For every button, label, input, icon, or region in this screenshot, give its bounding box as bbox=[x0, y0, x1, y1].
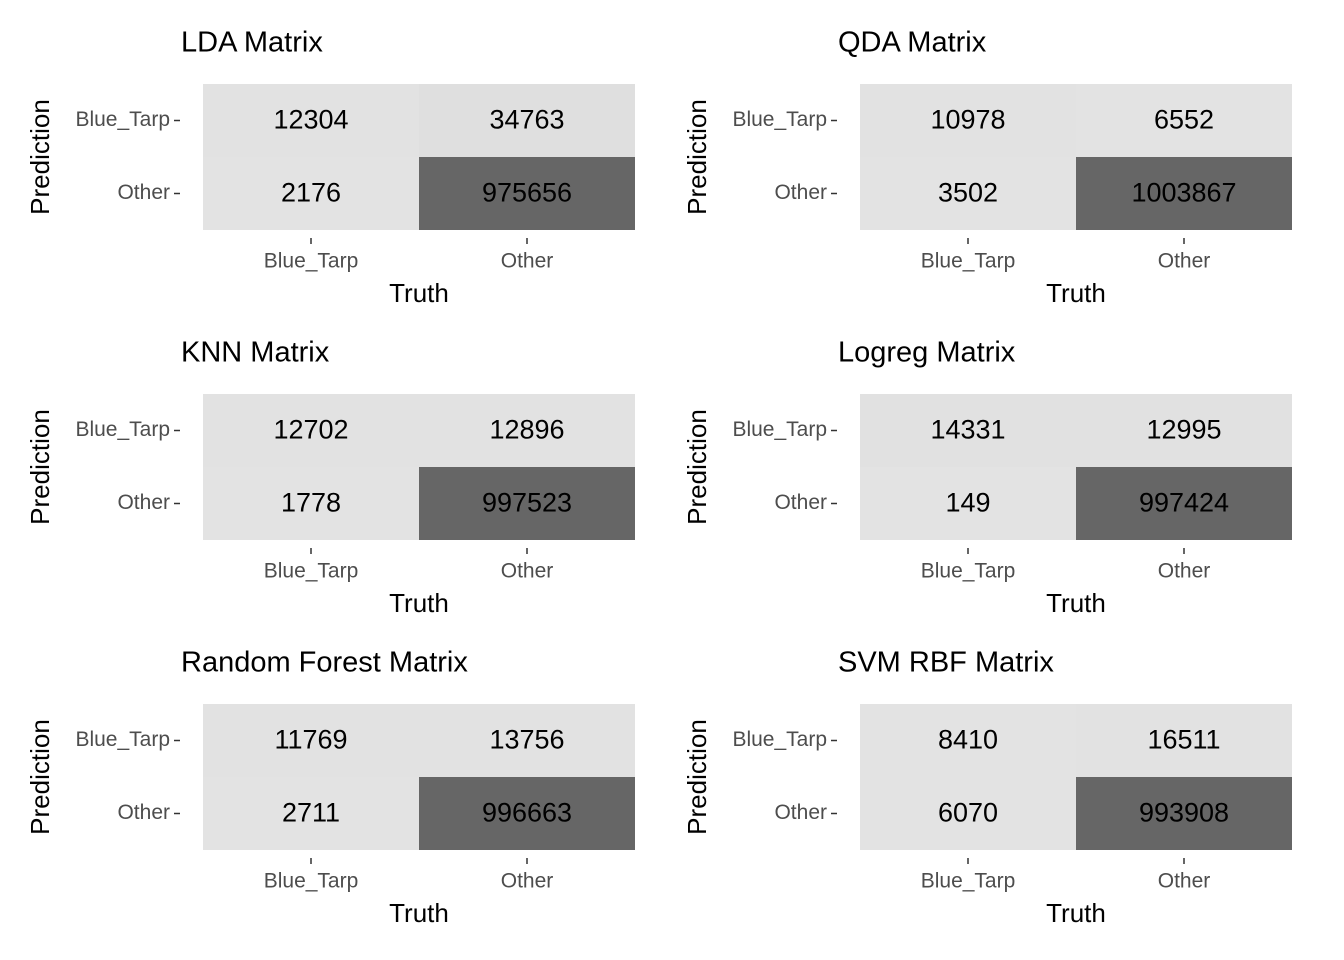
x-tick-label: Other bbox=[501, 250, 554, 273]
y-tick-label: Blue_Tarp bbox=[732, 418, 827, 441]
tile bbox=[203, 467, 419, 540]
y-axis-label: Prediction bbox=[682, 99, 712, 215]
tile-value: 6070 bbox=[938, 798, 998, 828]
x-tick-label: Blue_Tarp bbox=[921, 870, 1016, 893]
tile-value: 3502 bbox=[938, 178, 998, 208]
tile-value: 1778 bbox=[281, 488, 341, 518]
tile-value: 34763 bbox=[489, 105, 564, 135]
tile-value: 2176 bbox=[281, 178, 341, 208]
panel-title: Random Forest Matrix bbox=[181, 647, 468, 679]
y-tick-label: Other bbox=[774, 491, 827, 514]
panel-title: SVM RBF Matrix bbox=[838, 647, 1054, 679]
tile-value: 997424 bbox=[1139, 488, 1229, 518]
tile bbox=[1076, 157, 1292, 230]
x-tick-label: Blue_Tarp bbox=[921, 560, 1016, 583]
y-tick-label: Blue_Tarp bbox=[75, 418, 170, 441]
x-tick-label: Blue_Tarp bbox=[921, 250, 1016, 273]
tile-value: 6552 bbox=[1154, 105, 1214, 135]
tile-value: 10978 bbox=[930, 105, 1005, 135]
tile bbox=[860, 777, 1076, 850]
tile bbox=[860, 704, 1076, 777]
tile bbox=[203, 704, 419, 777]
tile bbox=[419, 84, 635, 157]
tile bbox=[860, 394, 1076, 467]
tile-value: 975656 bbox=[482, 178, 572, 208]
tile bbox=[1076, 84, 1292, 157]
x-axis-label: Truth bbox=[1046, 278, 1106, 308]
tile bbox=[860, 84, 1076, 157]
x-axis-label: Truth bbox=[389, 898, 449, 928]
x-axis-label: Truth bbox=[389, 278, 449, 308]
x-tick-label: Other bbox=[501, 560, 554, 583]
tile-value: 149 bbox=[945, 488, 990, 518]
tile-value: 13756 bbox=[489, 725, 564, 755]
y-tick-label: Other bbox=[117, 491, 170, 514]
y-tick-label: Blue_Tarp bbox=[75, 108, 170, 131]
y-tick-label: Other bbox=[117, 181, 170, 204]
tile-value: 12896 bbox=[489, 415, 564, 445]
y-tick-label: Other bbox=[117, 801, 170, 824]
tile bbox=[860, 157, 1076, 230]
y-axis-label: Prediction bbox=[25, 99, 55, 215]
tile-value: 996663 bbox=[482, 798, 572, 828]
tile bbox=[419, 394, 635, 467]
tile bbox=[1076, 704, 1292, 777]
tile bbox=[1076, 777, 1292, 850]
x-axis-label: Truth bbox=[1046, 588, 1106, 618]
panel-title: LDA Matrix bbox=[181, 27, 323, 59]
x-tick-label: Other bbox=[1158, 250, 1211, 273]
y-tick-label: Blue_Tarp bbox=[732, 108, 827, 131]
y-axis-label: Prediction bbox=[682, 719, 712, 835]
tile-value: 997523 bbox=[482, 488, 572, 518]
tile bbox=[860, 467, 1076, 540]
y-tick-label: Blue_Tarp bbox=[75, 728, 170, 751]
x-tick-label: Other bbox=[501, 870, 554, 893]
tile-value: 14331 bbox=[930, 415, 1005, 445]
y-tick-label: Other bbox=[774, 181, 827, 204]
tile-value: 12304 bbox=[273, 105, 348, 135]
tile bbox=[203, 84, 419, 157]
x-axis-label: Truth bbox=[389, 588, 449, 618]
y-axis-label: Prediction bbox=[25, 409, 55, 525]
y-tick-label: Other bbox=[774, 801, 827, 824]
tile bbox=[1076, 467, 1292, 540]
x-tick-label: Blue_Tarp bbox=[264, 250, 359, 273]
tile-value: 1003867 bbox=[1131, 178, 1236, 208]
tile bbox=[419, 157, 635, 230]
tile bbox=[203, 157, 419, 230]
y-tick-label: Blue_Tarp bbox=[732, 728, 827, 751]
tile-value: 12702 bbox=[273, 415, 348, 445]
tile bbox=[419, 777, 635, 850]
y-axis-label: Prediction bbox=[25, 719, 55, 835]
tile bbox=[419, 704, 635, 777]
panel-title: QDA Matrix bbox=[838, 27, 987, 59]
panel-title: Logreg Matrix bbox=[838, 337, 1016, 369]
tile-value: 8410 bbox=[938, 725, 998, 755]
x-tick-label: Other bbox=[1158, 870, 1211, 893]
panel-title: KNN Matrix bbox=[181, 337, 330, 369]
x-tick-label: Blue_Tarp bbox=[264, 560, 359, 583]
tile bbox=[1076, 394, 1292, 467]
tile-value: 12995 bbox=[1146, 415, 1221, 445]
x-tick-label: Blue_Tarp bbox=[264, 870, 359, 893]
tile bbox=[203, 777, 419, 850]
tile bbox=[419, 467, 635, 540]
x-axis-label: Truth bbox=[1046, 898, 1106, 928]
tile-value: 16511 bbox=[1147, 725, 1220, 755]
y-axis-label: Prediction bbox=[682, 409, 712, 525]
x-tick-label: Other bbox=[1158, 560, 1211, 583]
tile-value: 993908 bbox=[1139, 798, 1229, 828]
tile bbox=[203, 394, 419, 467]
tile-value: 11769 bbox=[274, 725, 347, 755]
tile-value: 2711 bbox=[282, 798, 340, 828]
